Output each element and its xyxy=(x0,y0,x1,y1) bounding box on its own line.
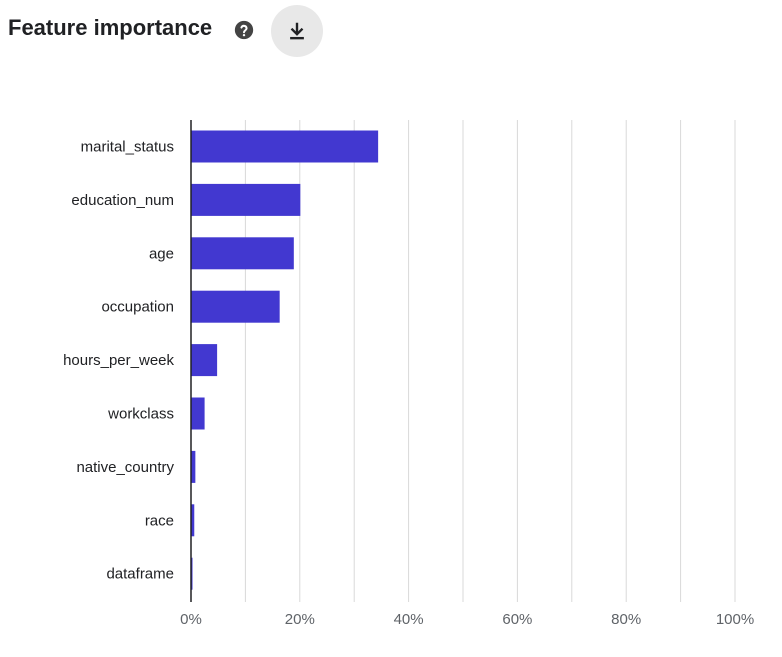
download-icon xyxy=(290,22,304,40)
bar-education-num[interactable] xyxy=(191,183,301,216)
category-label-dataframe: dataframe xyxy=(106,566,174,583)
chart-header: Feature importance xyxy=(0,0,782,60)
x-tick-label: 20% xyxy=(285,611,315,628)
bars xyxy=(191,130,379,590)
category-label-hours-per-week: hours_per_week xyxy=(63,352,174,369)
x-tick-label: 80% xyxy=(611,611,641,628)
help-circle-icon xyxy=(234,20,254,40)
bar-marital-status[interactable] xyxy=(191,130,379,163)
x-tick-label: 60% xyxy=(502,611,532,628)
bar-workclass[interactable] xyxy=(191,397,205,430)
category-label-workclass: workclass xyxy=(107,406,174,423)
bar-hours-per-week[interactable] xyxy=(191,344,218,377)
category-label-marital-status: marital_status xyxy=(81,139,174,156)
bar-age[interactable] xyxy=(191,237,294,270)
bar-native-country[interactable] xyxy=(191,450,196,483)
bar-race[interactable] xyxy=(191,504,195,537)
category-label-race: race xyxy=(145,512,174,529)
grid-lines xyxy=(244,120,736,602)
category-label-occupation: occupation xyxy=(101,299,174,316)
download-button[interactable] xyxy=(271,5,323,57)
help-button[interactable] xyxy=(233,19,255,41)
x-tick-label: 100% xyxy=(716,611,754,628)
x-tick-label: 0% xyxy=(180,611,202,628)
category-label-native-country: native_country xyxy=(76,459,174,476)
x-tick-label: 40% xyxy=(394,611,424,628)
category-label-education-num: education_num xyxy=(71,192,174,209)
x-tick-labels: 0% 20% 40% 60% 80% 100% xyxy=(180,611,754,628)
bar-occupation[interactable] xyxy=(191,290,280,323)
category-label-age: age xyxy=(149,245,174,262)
page-title: Feature importance xyxy=(8,15,213,40)
